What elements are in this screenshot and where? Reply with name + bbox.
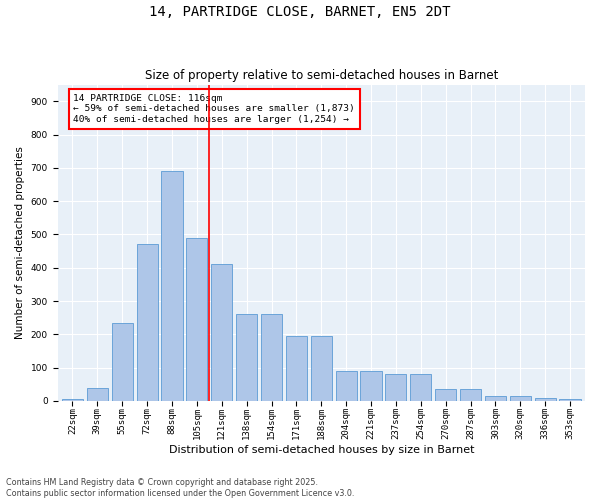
- Bar: [435, 390, 456, 401]
- Bar: [211, 264, 232, 401]
- Text: 14 PARTRIDGE CLOSE: 116sqm
← 59% of semi-detached houses are smaller (1,873)
40%: 14 PARTRIDGE CLOSE: 116sqm ← 59% of semi…: [73, 94, 355, 124]
- Bar: [460, 390, 481, 401]
- Bar: [410, 374, 431, 401]
- Bar: [485, 396, 506, 401]
- Bar: [361, 371, 382, 401]
- Title: Size of property relative to semi-detached houses in Barnet: Size of property relative to semi-detach…: [145, 69, 498, 82]
- X-axis label: Distribution of semi-detached houses by size in Barnet: Distribution of semi-detached houses by …: [169, 445, 474, 455]
- Bar: [161, 171, 182, 401]
- Bar: [236, 314, 257, 401]
- Text: Contains HM Land Registry data © Crown copyright and database right 2025.
Contai: Contains HM Land Registry data © Crown c…: [6, 478, 355, 498]
- Bar: [510, 396, 531, 401]
- Bar: [261, 314, 282, 401]
- Bar: [112, 322, 133, 401]
- Bar: [62, 400, 83, 401]
- Text: 14, PARTRIDGE CLOSE, BARNET, EN5 2DT: 14, PARTRIDGE CLOSE, BARNET, EN5 2DT: [149, 5, 451, 19]
- Bar: [311, 336, 332, 401]
- Bar: [87, 388, 108, 401]
- Bar: [137, 244, 158, 401]
- Bar: [535, 398, 556, 401]
- Bar: [335, 371, 357, 401]
- Bar: [385, 374, 406, 401]
- Bar: [286, 336, 307, 401]
- Bar: [559, 400, 581, 401]
- Y-axis label: Number of semi-detached properties: Number of semi-detached properties: [15, 146, 25, 339]
- Bar: [186, 238, 208, 401]
